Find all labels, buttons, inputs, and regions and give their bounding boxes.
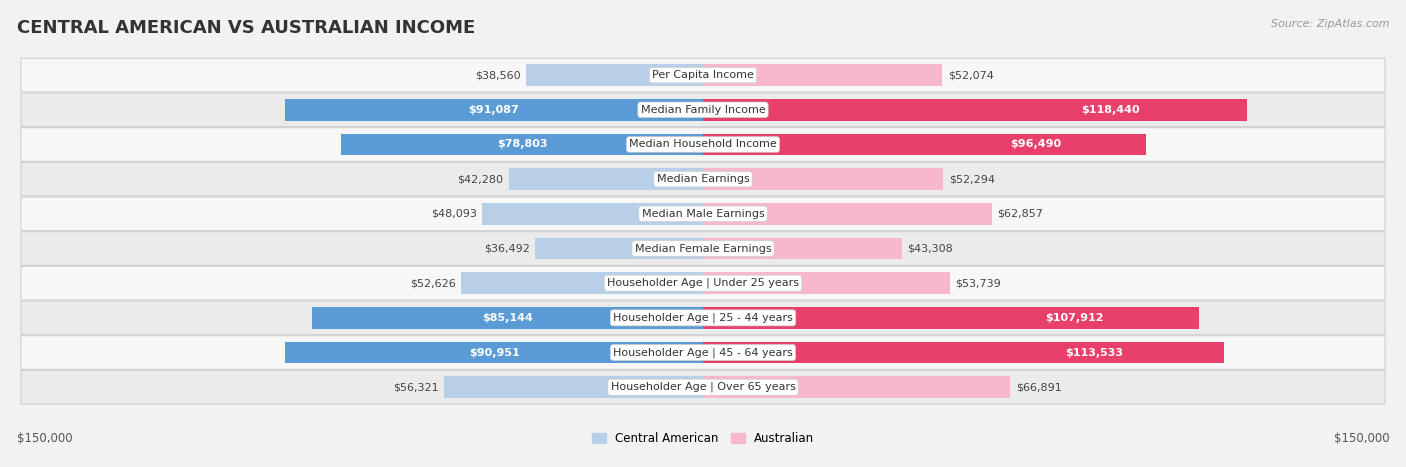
Text: Median Male Earnings: Median Male Earnings	[641, 209, 765, 219]
Text: Median Family Income: Median Family Income	[641, 105, 765, 115]
Text: $113,533: $113,533	[1066, 347, 1123, 358]
Bar	[703, 203, 991, 225]
Legend: Central American, Australian: Central American, Australian	[588, 427, 818, 449]
Text: $56,321: $56,321	[394, 382, 439, 392]
Text: $52,626: $52,626	[411, 278, 456, 288]
Text: $66,891: $66,891	[1015, 382, 1062, 392]
FancyBboxPatch shape	[21, 336, 1385, 369]
Text: $91,087: $91,087	[468, 105, 519, 115]
Bar	[703, 376, 1011, 398]
FancyBboxPatch shape	[21, 301, 1385, 335]
Text: $150,000: $150,000	[1333, 432, 1389, 446]
Bar	[703, 169, 943, 190]
FancyBboxPatch shape	[21, 197, 1385, 231]
Bar	[703, 99, 1247, 120]
FancyBboxPatch shape	[21, 266, 1385, 300]
Text: Householder Age | 25 - 44 years: Householder Age | 25 - 44 years	[613, 312, 793, 323]
FancyBboxPatch shape	[21, 127, 1385, 161]
Text: $36,492: $36,492	[484, 243, 530, 254]
Bar	[342, 134, 703, 155]
Text: Median Earnings: Median Earnings	[657, 174, 749, 184]
FancyBboxPatch shape	[21, 58, 1385, 92]
Bar	[482, 203, 703, 225]
Bar	[703, 134, 1146, 155]
Bar	[536, 238, 703, 259]
Bar	[285, 342, 703, 363]
Bar	[284, 99, 703, 120]
FancyBboxPatch shape	[21, 370, 1385, 404]
Bar	[509, 169, 703, 190]
FancyBboxPatch shape	[21, 93, 1385, 127]
Text: $118,440: $118,440	[1081, 105, 1140, 115]
Bar	[444, 376, 703, 398]
Text: $43,308: $43,308	[907, 243, 953, 254]
Text: CENTRAL AMERICAN VS AUSTRALIAN INCOME: CENTRAL AMERICAN VS AUSTRALIAN INCOME	[17, 19, 475, 37]
Text: $85,144: $85,144	[482, 313, 533, 323]
Text: $150,000: $150,000	[17, 432, 73, 446]
Text: $48,093: $48,093	[430, 209, 477, 219]
Text: $42,280: $42,280	[457, 174, 503, 184]
Text: $90,951: $90,951	[468, 347, 519, 358]
Bar	[461, 272, 703, 294]
Text: $107,912: $107,912	[1046, 313, 1104, 323]
Text: $96,490: $96,490	[1010, 140, 1062, 149]
Text: Median Household Income: Median Household Income	[628, 140, 778, 149]
Text: Source: ZipAtlas.com: Source: ZipAtlas.com	[1271, 19, 1389, 28]
FancyBboxPatch shape	[21, 232, 1385, 265]
Text: Householder Age | 45 - 64 years: Householder Age | 45 - 64 years	[613, 347, 793, 358]
Text: $52,294: $52,294	[949, 174, 994, 184]
Text: Per Capita Income: Per Capita Income	[652, 70, 754, 80]
Text: $62,857: $62,857	[997, 209, 1043, 219]
Bar	[703, 64, 942, 86]
Text: $52,074: $52,074	[948, 70, 994, 80]
Bar	[312, 307, 703, 329]
Text: Median Female Earnings: Median Female Earnings	[634, 243, 772, 254]
Bar	[703, 342, 1225, 363]
FancyBboxPatch shape	[21, 163, 1385, 196]
Text: $38,560: $38,560	[475, 70, 520, 80]
Text: $78,803: $78,803	[496, 140, 547, 149]
Bar	[703, 307, 1199, 329]
Text: $53,739: $53,739	[955, 278, 1001, 288]
Bar	[703, 238, 901, 259]
Text: Householder Age | Over 65 years: Householder Age | Over 65 years	[610, 382, 796, 392]
Text: Householder Age | Under 25 years: Householder Age | Under 25 years	[607, 278, 799, 289]
Bar	[526, 64, 703, 86]
Bar	[703, 272, 950, 294]
